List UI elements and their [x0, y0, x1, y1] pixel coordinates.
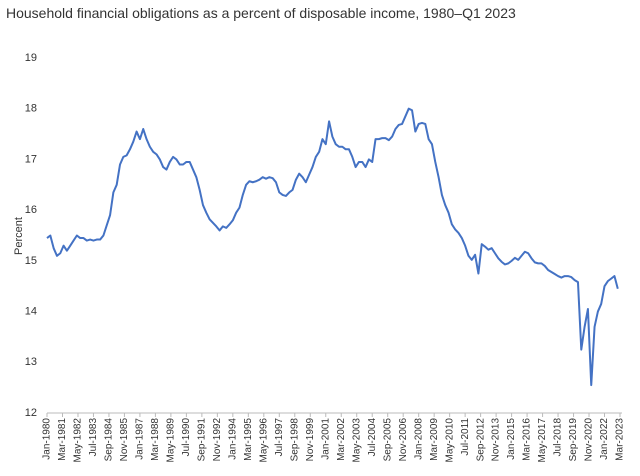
x-tick-label: May-1989: [166, 418, 177, 463]
y-tick-label: 16: [25, 204, 37, 216]
x-tick-label: Jul-1983: [88, 418, 99, 457]
x-tick-label: May-2017: [537, 418, 548, 463]
x-tick-label: Mar-2009: [429, 418, 440, 461]
x-tick-label: Jan-2008: [413, 418, 424, 460]
x-tick-label: May-2003: [351, 418, 362, 463]
x-tick-label: Sep-1991: [197, 418, 208, 462]
x-tick-label: May-2010: [444, 418, 455, 463]
x-tick-label: May-1982: [73, 418, 84, 463]
y-tick-label: 15: [25, 255, 37, 267]
y-tick-label: 17: [25, 153, 37, 165]
x-tick-label: Sep-2012: [475, 418, 486, 462]
x-tick-label: Jul-2018: [553, 418, 564, 457]
x-tick-label: Mar-1995: [243, 418, 254, 461]
x-tick-label: Mar-2002: [336, 418, 347, 461]
x-tick-label: Jul-2004: [367, 418, 378, 457]
chart-title: Household financial obligations as a per…: [6, 5, 516, 21]
y-tick-label: 19: [25, 52, 37, 64]
x-tick-label: Nov-1999: [305, 418, 316, 462]
y-axis-label: Percent: [13, 217, 25, 255]
x-tick-label: Jan-2022: [599, 418, 610, 460]
x-tick-label: Sep-2019: [568, 418, 579, 462]
x-tick-label: Nov-1992: [212, 418, 223, 462]
x-tick-label: Sep-1984: [104, 418, 115, 462]
x-tick-label: Nov-1985: [119, 418, 130, 462]
x-tick-label: Mar-2023: [615, 418, 626, 461]
x-tick-label: Jul-1990: [181, 418, 192, 457]
x-tick-label: Jul-2011: [460, 418, 471, 456]
x-tick-label: Nov-2020: [584, 418, 595, 462]
x-tick-label: Nov-2006: [398, 418, 409, 462]
y-tick-label: 14: [25, 305, 37, 317]
x-tick-label: Jul-1997: [274, 418, 285, 457]
x-tick-label: Jan-2001: [320, 418, 331, 460]
x-tick-label: Mar-1981: [57, 418, 68, 461]
data-line: [46, 107, 619, 387]
x-tick-label: Mar-2016: [522, 418, 533, 461]
x-tick-label: Sep-1998: [289, 418, 300, 462]
x-tick-label: Jan-1987: [135, 418, 146, 460]
x-tick-label: Mar-1988: [150, 418, 161, 461]
x-tick-label: Jan-1994: [227, 418, 238, 460]
x-tick-label: May-1996: [258, 418, 269, 463]
x-tick-label: Sep-2005: [382, 418, 393, 462]
y-tick-label: 13: [25, 356, 37, 368]
y-tick-label: 18: [25, 103, 37, 115]
y-tick-label: 12: [25, 407, 37, 419]
x-tick-label: Nov-2013: [491, 418, 502, 462]
x-tick-label: Jan-2015: [506, 418, 517, 460]
x-tick-label: Jan-1980: [42, 418, 53, 460]
